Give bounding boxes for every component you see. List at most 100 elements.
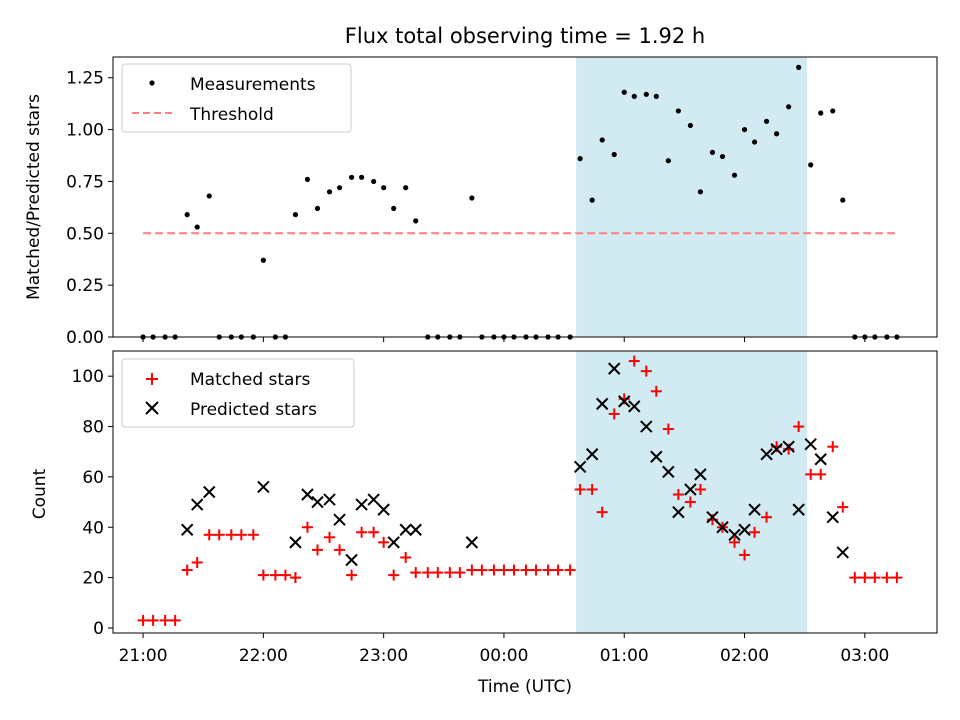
measurement-point: [840, 197, 846, 203]
predicted-point: [694, 468, 707, 481]
matched-point: [650, 385, 662, 397]
matched-point: [488, 564, 500, 576]
predicted-point: [706, 510, 719, 524]
measurement-point: [413, 218, 419, 224]
matched-point: [334, 544, 346, 556]
measurement-point: [403, 185, 409, 191]
predicted-point: [323, 493, 336, 506]
predicted-point: [770, 442, 783, 456]
matched-point: [257, 569, 269, 581]
predicted-point: [180, 523, 194, 536]
matched-point: [279, 569, 291, 581]
measurement-point: [314, 205, 321, 212]
predicted-point: [387, 536, 400, 549]
bottom-marks: [137, 355, 903, 626]
measurement-point: [260, 257, 266, 263]
bottom-y-tick-label: 60: [82, 468, 104, 488]
measurement-point: [589, 197, 595, 203]
matched-point: [574, 483, 586, 495]
matched-point: [891, 572, 903, 584]
matched-point: [311, 544, 323, 556]
matched-point: [169, 614, 181, 626]
matched-point: [672, 489, 684, 501]
measurement-point: [599, 137, 605, 143]
matched-point: [454, 567, 466, 579]
measurement-point: [741, 126, 748, 133]
matched-point: [235, 529, 247, 541]
matched-point: [837, 501, 849, 513]
matched-point: [662, 423, 674, 435]
predicted-point: [804, 437, 817, 451]
predicted-legend-marker: [145, 401, 159, 415]
top-plot-frame: [112, 56, 938, 338]
matched-point: [203, 529, 215, 541]
predicted-point: [684, 483, 697, 496]
predicted-point: [399, 523, 412, 536]
top-legend: Measurements Threshold: [121, 63, 352, 133]
top-y-axis: 0.00 0.25 0.50 0.75 1.00 1.25: [66, 69, 113, 348]
top-marks: [140, 64, 900, 340]
predicted-point: [573, 460, 587, 474]
top-y-axis-label: Matched/Predicted stars: [24, 94, 44, 300]
matched-point: [466, 564, 478, 576]
measurement-point: [348, 174, 355, 180]
matched-point: [368, 526, 380, 538]
predicted-point: [640, 420, 653, 433]
matched-point: [859, 572, 871, 584]
bottom-y-axis: 0 20 40 60 80 100: [72, 367, 113, 639]
measurement-point: [719, 153, 726, 160]
x-axis-label: Time (UTC): [477, 677, 572, 697]
x-tick-label: 23:00: [359, 646, 408, 666]
measurement-point: [751, 139, 758, 145]
predicted-point: [190, 498, 204, 511]
measurement-point: [774, 131, 780, 137]
predicted-point: [748, 503, 761, 516]
top-x-axis: [142, 337, 866, 342]
predicted-point: [618, 395, 631, 408]
measurement-point: [577, 156, 583, 162]
measurement-point: [808, 162, 814, 168]
matched-point: [378, 536, 390, 548]
measurement-point: [391, 205, 397, 212]
bottom-plot-frame: [112, 350, 938, 634]
matched-point: [596, 506, 608, 518]
top-shaded-span: [576, 57, 808, 337]
measurement-point: [304, 176, 311, 182]
matched-point: [827, 441, 839, 453]
predicted-point: [826, 510, 839, 524]
predicted-point: [792, 503, 805, 516]
matched-point: [432, 567, 444, 579]
matched-point: [301, 521, 313, 533]
measurement-point: [687, 122, 694, 129]
matched-point: [520, 564, 532, 576]
predicted-point: [628, 400, 641, 413]
top-y-tick-label: 0.00: [66, 328, 104, 348]
matched-point: [815, 468, 827, 480]
measurement-point: [184, 212, 190, 218]
measurement-point: [292, 212, 299, 218]
matched-point: [388, 569, 400, 581]
matched-point: [476, 564, 488, 576]
bottom-x-axis: 21:00 22:00 23:00 00:00 01:00 02:00 03:00: [119, 633, 889, 666]
measurement-point: [611, 151, 617, 158]
matched-point: [498, 564, 510, 576]
legend-predicted-stars: Predicted stars: [190, 400, 317, 420]
matched-point: [640, 365, 652, 377]
matched-point: [793, 421, 805, 433]
x-tick-label: 03:00: [840, 646, 889, 666]
x-tick-label: 21:00: [119, 646, 168, 666]
predicted-point: [662, 465, 675, 479]
matched-point: [586, 483, 598, 495]
bottom-y-tick-label: 40: [82, 518, 104, 538]
measurement-point: [631, 93, 637, 100]
top-panel: Flux total observing time = 1.92 h 0.000…: [24, 24, 938, 348]
measurement-point: [381, 185, 387, 191]
predicted-point: [367, 493, 380, 506]
matched-point: [269, 569, 281, 581]
predicted-point: [650, 450, 663, 463]
legend-matched-stars: Matched stars: [190, 370, 310, 390]
matched-point: [213, 529, 225, 541]
measurement-point: [206, 193, 212, 199]
bottom-y-tick-label: 80: [82, 418, 104, 438]
